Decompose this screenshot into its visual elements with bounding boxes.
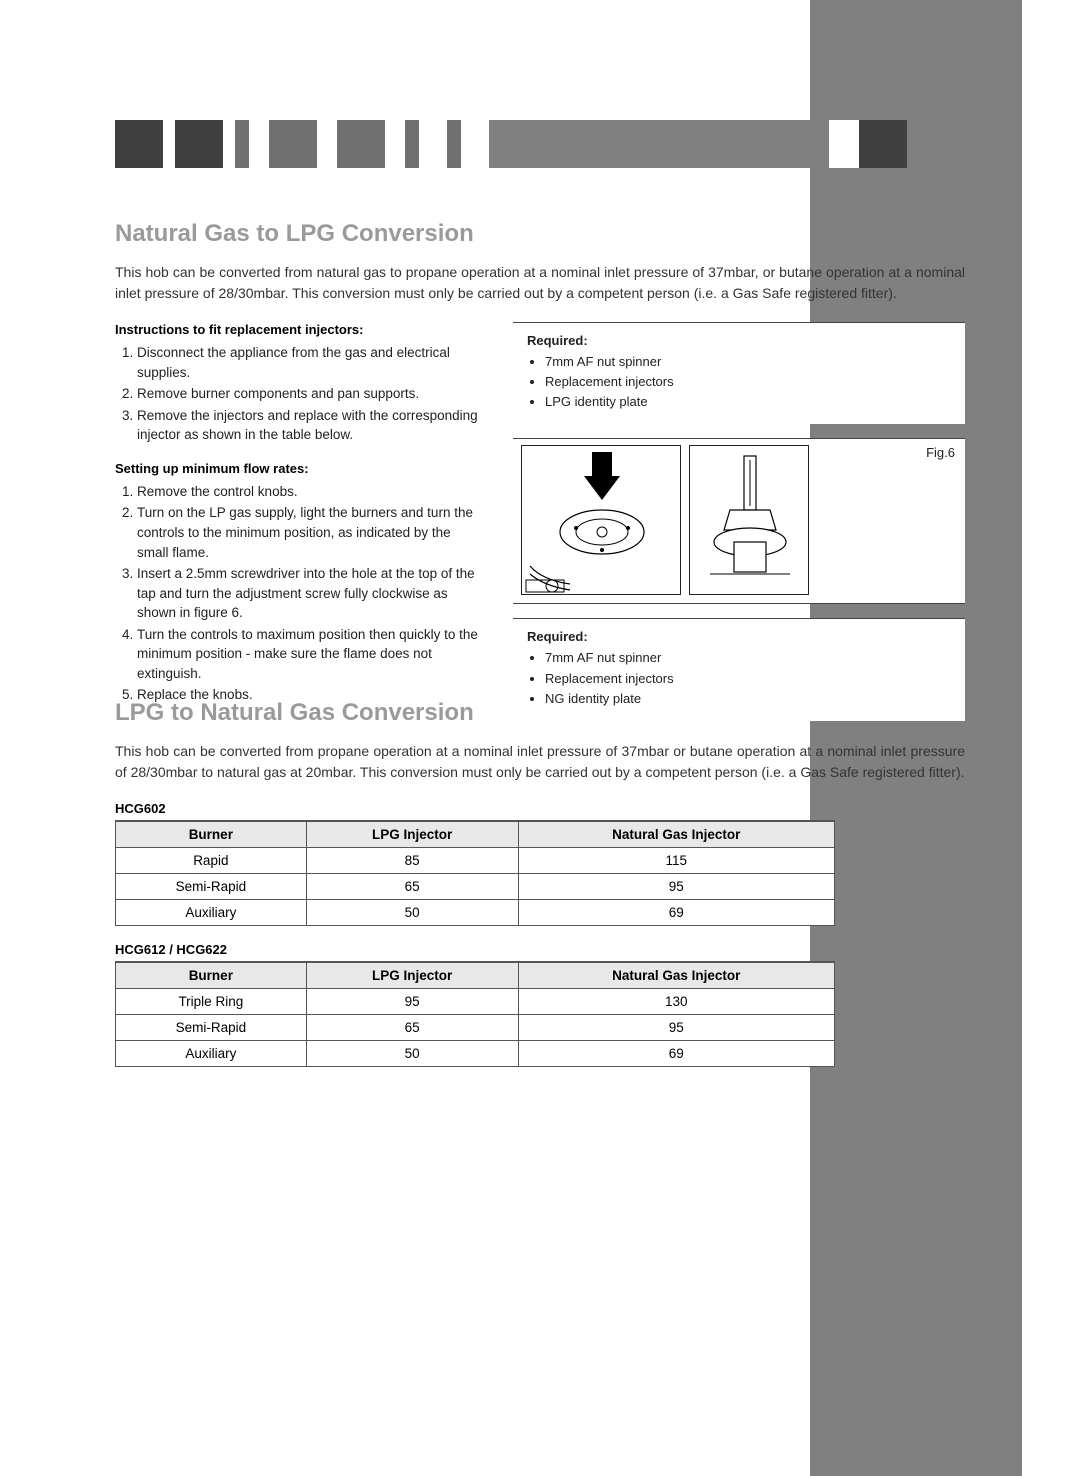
list-item: Disconnect the appliance from the gas an…	[137, 343, 485, 382]
list-item: LPG identity plate	[545, 392, 951, 412]
figure-6: Fig.6	[513, 438, 965, 604]
table-cell: Auxiliary	[116, 899, 307, 925]
table-row: Auxiliary5069	[116, 1040, 835, 1066]
header-block	[163, 120, 175, 168]
table-title: HCG612 / HCG622	[115, 942, 965, 957]
injector-table: BurnerLPG InjectorNatural Gas InjectorTr…	[115, 962, 835, 1067]
instructions-list: Disconnect the appliance from the gas an…	[115, 343, 485, 445]
tables-container: HCG602BurnerLPG InjectorNatural Gas Inje…	[115, 801, 965, 1067]
table-cell: 50	[306, 1040, 518, 1066]
header-block	[489, 120, 829, 168]
required2-title: Required:	[527, 629, 951, 644]
list-item: Turn on the LP gas supply, light the bur…	[137, 503, 485, 562]
header-block	[235, 120, 249, 168]
page-content: Natural Gas to LPG Conversion This hob c…	[0, 0, 1080, 1067]
table-header: Natural Gas Injector	[518, 821, 834, 847]
two-column-layout: Instructions to fit replacement injector…	[115, 322, 965, 735]
list-item: Insert a 2.5mm screwdriver into the hole…	[137, 564, 485, 623]
table-cell: Triple Ring	[116, 988, 307, 1014]
section1-title: Natural Gas to LPG Conversion	[115, 220, 965, 248]
table-section: HCG602 BurnerLPG InjectorNatural Gas Inje…	[115, 801, 965, 926]
table-header: Burner	[116, 962, 307, 988]
header-block	[419, 120, 447, 168]
flow-list: Remove the control knobs.Turn on the LP …	[115, 482, 485, 705]
table-row: Rapid85115	[116, 847, 835, 873]
header-block	[115, 120, 163, 168]
required1-list: 7mm AF nut spinnerReplacement injectorsL…	[527, 352, 951, 412]
left-column: Instructions to fit replacement injector…	[115, 322, 485, 735]
header-block	[337, 120, 385, 168]
list-item: Remove the control knobs.	[137, 482, 485, 502]
diagram-right	[689, 445, 809, 595]
list-item: NG identity plate	[545, 689, 951, 709]
figure-label: Fig.6	[926, 445, 955, 460]
header-block	[317, 120, 337, 168]
right-column: Required: 7mm AF nut spinnerReplacement …	[513, 322, 965, 735]
table-row: Semi-Rapid6595	[116, 873, 835, 899]
required-box-2: Required: 7mm AF nut spinnerReplacement …	[513, 618, 965, 720]
table-section: HCG612 / HCG622 BurnerLPG InjectorNatural…	[115, 942, 965, 1067]
header-block	[269, 120, 317, 168]
diagram-left	[521, 445, 681, 595]
table-cell: 50	[306, 899, 518, 925]
section1-intro: This hob can be converted from natural g…	[115, 262, 965, 304]
table-cell: Semi-Rapid	[116, 1014, 307, 1040]
section2-intro: This hob can be converted from propane o…	[115, 741, 965, 783]
instructions-heading: Instructions to fit replacement injector…	[115, 322, 485, 337]
required1-title: Required:	[527, 333, 951, 348]
table-cell: 130	[518, 988, 834, 1014]
flow-heading: Setting up minimum flow rates:	[115, 461, 485, 476]
table-row: Triple Ring95130	[116, 988, 835, 1014]
list-item: Turn the controls to maximum position th…	[137, 625, 485, 684]
table-cell: 69	[518, 899, 834, 925]
header-block	[461, 120, 489, 168]
table-row: Semi-Rapid6595	[116, 1014, 835, 1040]
header-block	[385, 120, 405, 168]
table-cell: 65	[306, 873, 518, 899]
table-cell: 115	[518, 847, 834, 873]
list-item: Replacement injectors	[545, 669, 951, 689]
table-cell: 85	[306, 847, 518, 873]
table-cell: Rapid	[116, 847, 307, 873]
table-row: Auxiliary5069	[116, 899, 835, 925]
required-box-1: Required: 7mm AF nut spinnerReplacement …	[513, 322, 965, 424]
header-decoration	[115, 120, 965, 168]
table-header: Burner	[116, 821, 307, 847]
header-block	[829, 120, 859, 168]
list-item: Replacement injectors	[545, 372, 951, 392]
table-cell: 95	[306, 988, 518, 1014]
list-item: 7mm AF nut spinner	[545, 352, 951, 372]
table-header: LPG Injector	[306, 821, 518, 847]
table-cell: 69	[518, 1040, 834, 1066]
table-cell: 95	[518, 1014, 834, 1040]
table-cell: 95	[518, 873, 834, 899]
table-header: LPG Injector	[306, 962, 518, 988]
header-block	[405, 120, 419, 168]
list-item: Remove the injectors and replace with th…	[137, 406, 485, 445]
list-item: 7mm AF nut spinner	[545, 648, 951, 668]
list-item: Remove burner components and pan support…	[137, 384, 485, 404]
table-title: HCG602	[115, 801, 965, 816]
injector-table: BurnerLPG InjectorNatural Gas InjectorRa…	[115, 821, 835, 926]
table-cell: Semi-Rapid	[116, 873, 307, 899]
header-block	[447, 120, 461, 168]
table-cell: Auxiliary	[116, 1040, 307, 1066]
header-block	[223, 120, 235, 168]
required2-list: 7mm AF nut spinnerReplacement injectorsN…	[527, 648, 951, 708]
table-cell: 65	[306, 1014, 518, 1040]
header-block	[859, 120, 907, 168]
header-block	[175, 120, 223, 168]
table-header: Natural Gas Injector	[518, 962, 834, 988]
header-block	[249, 120, 269, 168]
